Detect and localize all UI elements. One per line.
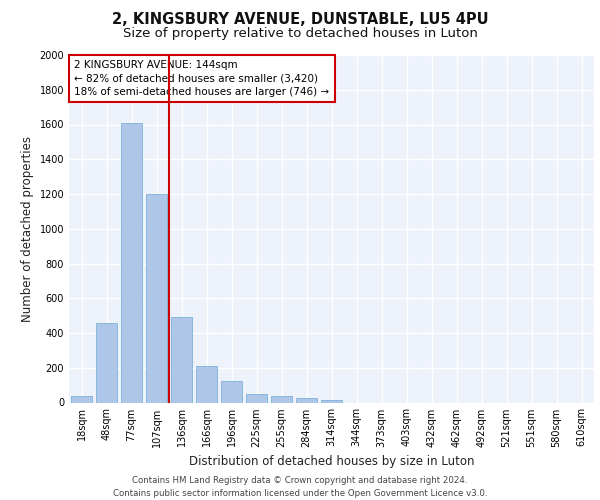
Bar <box>321 400 342 402</box>
Bar <box>221 381 242 402</box>
Bar <box>196 366 217 403</box>
Text: Contains HM Land Registry data © Crown copyright and database right 2024.
Contai: Contains HM Land Registry data © Crown c… <box>113 476 487 498</box>
Bar <box>71 396 92 402</box>
Bar <box>246 394 267 402</box>
Bar <box>146 194 167 402</box>
X-axis label: Distribution of detached houses by size in Luton: Distribution of detached houses by size … <box>189 455 474 468</box>
Bar <box>171 318 192 402</box>
Y-axis label: Number of detached properties: Number of detached properties <box>21 136 34 322</box>
Text: 2 KINGSBURY AVENUE: 144sqm
← 82% of detached houses are smaller (3,420)
18% of s: 2 KINGSBURY AVENUE: 144sqm ← 82% of deta… <box>74 60 329 96</box>
Bar <box>271 396 292 402</box>
Text: Size of property relative to detached houses in Luton: Size of property relative to detached ho… <box>122 28 478 40</box>
Bar <box>96 322 117 402</box>
Text: 2, KINGSBURY AVENUE, DUNSTABLE, LU5 4PU: 2, KINGSBURY AVENUE, DUNSTABLE, LU5 4PU <box>112 12 488 28</box>
Bar <box>296 398 317 402</box>
Bar <box>121 123 142 402</box>
